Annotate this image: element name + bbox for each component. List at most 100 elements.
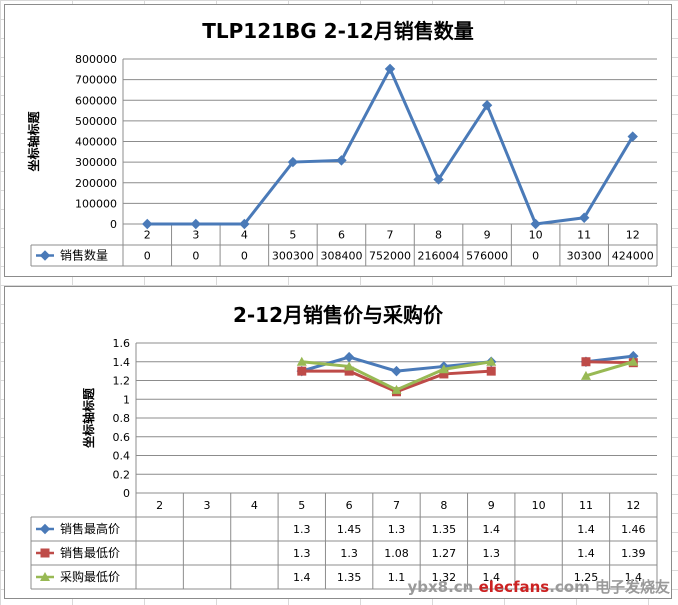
- data-point: [336, 155, 347, 166]
- x-tick-label: 6: [338, 229, 345, 242]
- chart-panel-quantity[interactable]: TLP121BG 2-12月销售数量 0 100000 200000 300000 40…: [4, 4, 672, 277]
- legend-key-marker: [40, 548, 50, 558]
- data-point: [344, 366, 354, 376]
- legend-key-marker: [39, 523, 51, 535]
- data-table-value: 1.4: [577, 547, 595, 560]
- data-table-value: 308400: [320, 250, 362, 263]
- x-tick-label: 9: [484, 229, 491, 242]
- data-point: [142, 218, 153, 230]
- data-point: [580, 370, 591, 380]
- data-table-value: 0: [532, 250, 539, 263]
- data-point: [530, 218, 541, 230]
- y-tick-label: 400000: [75, 136, 117, 149]
- chart-title-price: 2-12月销售价与采购价: [232, 303, 444, 327]
- x-tick-label: 2: [156, 499, 163, 512]
- x-tick-label: 7: [393, 499, 400, 512]
- data-table-value: 1.4: [293, 571, 311, 584]
- x-tick-label: 7: [387, 229, 394, 242]
- watermark-chinese: 电子发烧友: [594, 578, 670, 596]
- data-point: [287, 156, 299, 168]
- x-tick-label: 12: [626, 499, 640, 512]
- y-tick-label: 0.8: [113, 412, 131, 425]
- data-table-value: 216004: [418, 250, 460, 263]
- x-tick-label: 11: [579, 499, 593, 512]
- legend-key-marker: [39, 250, 51, 261]
- data-table-value: 1.08: [384, 547, 409, 560]
- y-tick-label: 0.2: [113, 468, 131, 481]
- data-table-value: 1.4: [577, 523, 595, 536]
- data-table-value: 300300: [272, 250, 314, 263]
- legend-label: 销售最低价: [60, 545, 120, 560]
- legend-label: 销售最高价: [60, 521, 120, 536]
- series-line: [585, 360, 634, 378]
- data-point: [391, 384, 402, 394]
- x-tick-label: 8: [440, 499, 447, 512]
- data-point: [391, 365, 402, 377]
- data-table-value: 1.3: [388, 523, 406, 536]
- y-tick-label: 200000: [75, 177, 117, 190]
- y-tick-label: 100000: [75, 197, 117, 210]
- data-table-value: 30300: [567, 250, 602, 263]
- data-table-value: 0: [241, 250, 248, 263]
- data-table-value: 1.4: [625, 571, 643, 584]
- x-tick-label: 4: [251, 499, 258, 512]
- data-point: [239, 218, 250, 230]
- x-tick-label: 6: [346, 499, 353, 512]
- data-point: [486, 356, 497, 366]
- data-point: [578, 212, 590, 223]
- data-table-value: 1.25: [574, 571, 599, 584]
- x-tick-label: 12: [626, 229, 640, 242]
- x-tick-label: 5: [298, 499, 305, 512]
- data-table-value: 1.46: [621, 523, 646, 536]
- data-table-value: 1.3: [340, 547, 358, 560]
- y-tick-label: 1.6: [113, 337, 131, 350]
- data-point: [628, 356, 639, 366]
- y-tick-label: 0: [123, 487, 130, 500]
- x-tick-label: 10: [529, 229, 543, 242]
- y-tick-label: 1.2: [113, 375, 131, 388]
- legend-key-marker: [40, 572, 50, 581]
- watermark-brand: elecfans: [478, 578, 550, 596]
- y-tick-label: 700000: [75, 74, 117, 87]
- data-point: [481, 99, 493, 111]
- legend-label: 采购最低价: [60, 569, 120, 584]
- data-point: [433, 174, 444, 185]
- watermark-prefix: ybx8.cn: [407, 578, 474, 596]
- data-point: [344, 361, 355, 371]
- data-point: [384, 63, 396, 75]
- y-tick-label: 300000: [75, 156, 117, 169]
- y-tick-label: 800000: [75, 53, 117, 66]
- data-table-value: 0: [192, 250, 199, 263]
- data-table-value: 1.32: [432, 571, 457, 584]
- x-tick-label: 10: [532, 499, 546, 512]
- data-point: [581, 357, 591, 367]
- x-tick-label: 3: [204, 499, 211, 512]
- chart-panel-price[interactable]: 2-12月销售价与采购价 0 0.2 0.4 0.6 0.8 1 1.2 1.4 1.6 坐标轴标…: [4, 286, 672, 599]
- x-tick-label: 4: [241, 229, 248, 242]
- y-tick-label: 0.4: [113, 450, 131, 463]
- chart-title-quantity: TLP121BG 2-12月销售数量: [202, 19, 474, 43]
- y-tick-label: 0.6: [113, 431, 131, 444]
- y-tick-label: 1: [123, 393, 130, 406]
- x-tick-label: 8: [435, 229, 442, 242]
- y-tick-label: 600000: [75, 94, 117, 107]
- data-table-value: 1.3: [482, 547, 500, 560]
- y-axis-title: 坐标轴标题: [26, 111, 41, 172]
- data-table-value: 1.45: [337, 523, 362, 536]
- data-table-value: 1.3: [293, 547, 311, 560]
- x-tick-label: 9: [488, 499, 495, 512]
- legend-label: 销售数量: [60, 248, 108, 263]
- data-table-value: 1.39: [621, 547, 646, 560]
- data-point: [296, 356, 307, 366]
- x-tick-label: 2: [144, 229, 151, 242]
- chart-quantity: 0100000200000300000400000500000600000700…: [26, 53, 658, 267]
- x-tick-label: 5: [289, 229, 296, 242]
- data-table-value: 1.4: [482, 571, 500, 584]
- y-tick-label: 500000: [75, 115, 117, 128]
- x-tick-label: 3: [192, 229, 199, 242]
- y-tick-label: 0: [110, 218, 117, 231]
- data-table-value: 424000: [612, 250, 654, 263]
- series-line: [147, 67, 635, 226]
- data-point: [190, 218, 202, 230]
- data-table-value: 1.3: [293, 523, 311, 536]
